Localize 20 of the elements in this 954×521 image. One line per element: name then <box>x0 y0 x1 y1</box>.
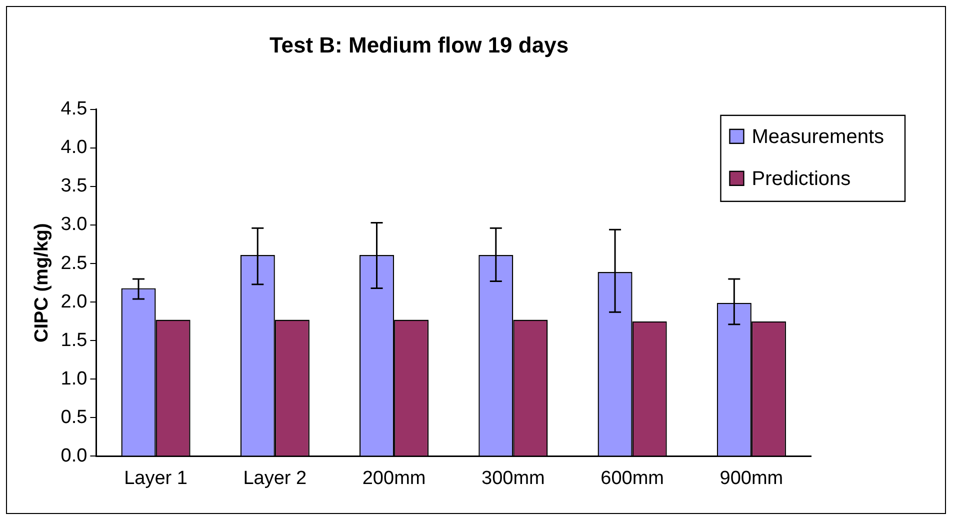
y-tick-label: 4.5 <box>60 98 88 120</box>
x-tick-label: 300mm <box>481 468 545 489</box>
x-tick-label: Layer 1 <box>124 468 188 489</box>
y-tick-label: 3.5 <box>60 176 88 197</box>
x-tick-label: 200mm <box>362 468 426 489</box>
y-tick-label: 4.0 <box>60 137 88 158</box>
y-tick-label: 2.5 <box>60 252 88 274</box>
y-axis-title: CIPC (mg/kg) <box>32 223 53 342</box>
legend-label: Measurements <box>752 126 884 148</box>
y-tick-label: 0.5 <box>60 406 88 428</box>
x-tick-label: 600mm <box>600 468 664 489</box>
y-tick-label: 1.0 <box>60 368 88 390</box>
y-tick-label: 3.0 <box>60 214 88 236</box>
y-tick-label: 2.0 <box>60 291 88 312</box>
x-tick-label: Layer 2 <box>243 468 307 489</box>
x-tick-label: 900mm <box>720 468 784 489</box>
chart-title: Test B: Medium flow 19 days <box>269 32 569 58</box>
legend-label: Predictions <box>752 168 851 190</box>
y-tick-label: 1.5 <box>60 330 88 351</box>
y-tick-label: 0.0 <box>60 445 88 466</box>
